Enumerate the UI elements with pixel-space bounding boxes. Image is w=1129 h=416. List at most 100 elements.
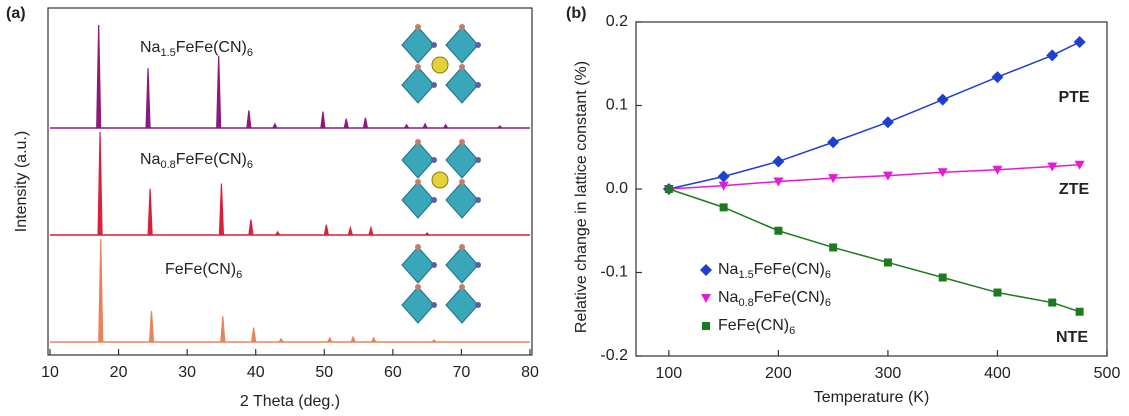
marker <box>717 170 730 183</box>
annotation: NTE <box>1056 329 1088 346</box>
na-ion <box>431 56 449 74</box>
legend-label: FeFe(CN)6 <box>718 317 795 337</box>
annotation: PTE <box>1058 89 1089 106</box>
marker <box>992 165 1003 175</box>
panel-label: (a) <box>6 5 26 22</box>
octahedron <box>445 26 479 64</box>
peak <box>350 335 356 343</box>
marker <box>1048 298 1057 307</box>
x-tick-label: 30 <box>178 364 196 381</box>
atom <box>475 262 481 268</box>
atom <box>459 179 465 185</box>
x-tick-label: 300 <box>875 365 902 382</box>
legend-marker <box>702 322 710 330</box>
atom <box>475 82 481 88</box>
x-tick-label: 400 <box>984 365 1011 382</box>
x-tick-label: 100 <box>656 365 683 382</box>
peak <box>431 339 437 343</box>
octahedron <box>401 66 435 104</box>
peak <box>371 336 377 343</box>
atom <box>475 197 481 203</box>
plot-frame <box>635 21 1108 357</box>
peak <box>343 118 349 129</box>
marker <box>829 243 838 252</box>
x-tick-label: 60 <box>384 364 402 381</box>
peak <box>147 188 153 236</box>
x-tick-label: 70 <box>453 364 471 381</box>
crystal-insets <box>401 24 481 324</box>
peak <box>497 125 503 129</box>
x-tick-label: 80 <box>521 364 539 381</box>
legend-marker <box>700 264 712 276</box>
marker <box>774 226 783 235</box>
series-label: Na1.5FeFe(CN)6 <box>140 39 253 59</box>
y-tick-label: 0.1 <box>606 97 628 114</box>
marker <box>1046 49 1059 62</box>
atom <box>459 284 465 290</box>
x-axis-title: Temperature (K) <box>814 389 930 406</box>
marker <box>883 258 892 267</box>
marker <box>828 174 839 184</box>
marker <box>719 203 728 212</box>
peak <box>347 225 353 236</box>
atom <box>415 179 421 185</box>
peak <box>96 24 102 129</box>
atom <box>459 64 465 70</box>
marker <box>993 288 1002 297</box>
y-tick-label: -0.2 <box>600 347 628 364</box>
octahedron <box>445 246 479 284</box>
octahedron <box>401 286 435 324</box>
marker <box>718 181 729 191</box>
y-tick-label: -0.1 <box>600 264 628 281</box>
peak <box>424 232 430 236</box>
marker <box>938 273 947 282</box>
marker <box>991 71 1004 84</box>
legend-label: Na0.8FeFe(CN)6 <box>718 289 831 309</box>
annotation: ZTE <box>1059 181 1090 198</box>
legend-label: Na1.5FeFe(CN)6 <box>718 261 831 281</box>
marker <box>772 155 785 168</box>
x-tick-label: 50 <box>315 364 333 381</box>
peak <box>218 183 225 236</box>
atom <box>431 302 437 308</box>
x-axis-title: 2 Theta (deg.) <box>240 393 340 410</box>
marker <box>936 93 949 106</box>
y-tick-label: 0.0 <box>606 180 628 197</box>
peak <box>246 110 252 129</box>
peak <box>422 122 428 129</box>
y-axis-title: Relative change in lattice constant (%) <box>573 61 590 333</box>
atom <box>431 42 437 48</box>
atom <box>475 42 481 48</box>
plot-frame <box>47 7 533 356</box>
series-line <box>668 41 1080 190</box>
x-tick-label: 20 <box>110 364 128 381</box>
octahedron <box>401 26 435 64</box>
marker <box>664 185 673 193</box>
atom <box>431 82 437 88</box>
peak <box>327 336 333 343</box>
atom <box>431 262 437 268</box>
x-tick-label: 40 <box>247 364 265 381</box>
series-label: Na0.8FeFe(CN)6 <box>140 151 253 171</box>
octahedron <box>445 181 479 219</box>
x-tick-label: 500 <box>1094 365 1121 382</box>
octahedron <box>445 66 479 104</box>
atom <box>431 197 437 203</box>
peak <box>148 311 155 343</box>
octahedron <box>445 141 479 179</box>
peak <box>220 316 226 343</box>
peak <box>272 122 278 129</box>
octahedron <box>401 246 435 284</box>
peak <box>251 327 257 343</box>
peak <box>248 219 254 236</box>
peak <box>368 225 374 236</box>
peak <box>404 123 410 129</box>
atom <box>415 284 421 290</box>
peak <box>443 123 449 129</box>
atom <box>459 139 465 145</box>
peak <box>323 224 329 236</box>
marker <box>773 177 784 187</box>
marker <box>1073 36 1086 49</box>
x-tick-label: 200 <box>765 365 792 382</box>
